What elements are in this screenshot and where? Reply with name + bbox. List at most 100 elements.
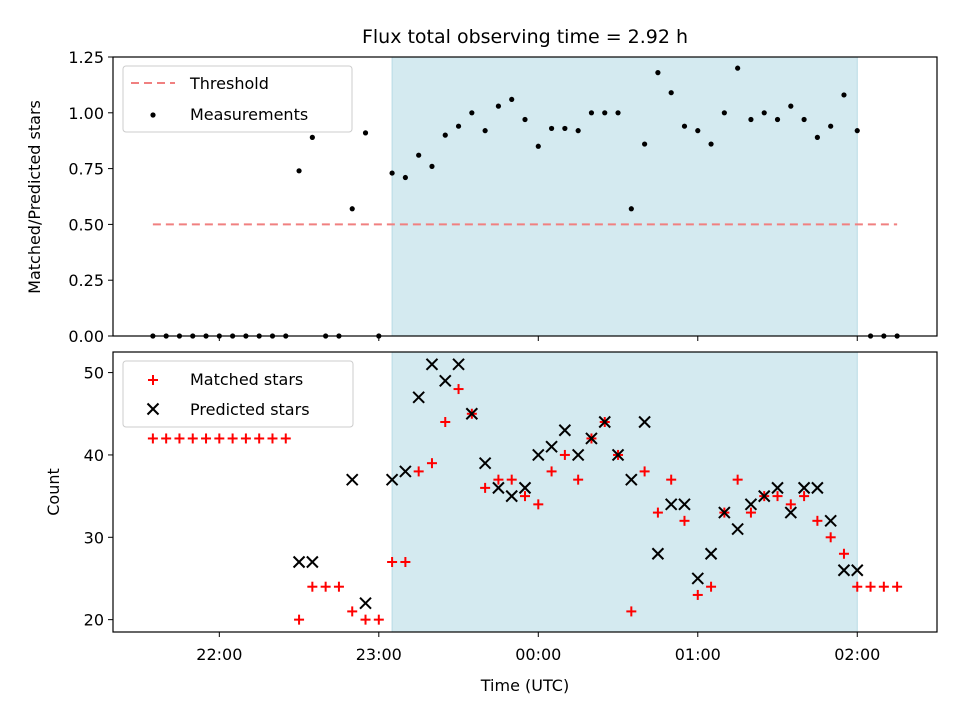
measurement-point (841, 92, 847, 98)
matched-star-point (307, 581, 318, 592)
bottom-y-axis-label: Count (44, 468, 63, 516)
matched-star-point (506, 474, 517, 485)
matched-star-point (692, 589, 703, 600)
measurement-point (828, 123, 834, 129)
matched-star-point (413, 466, 424, 477)
predicted-star-point (691, 572, 704, 585)
x-marker-b (425, 358, 439, 371)
predicted-star-point (771, 481, 784, 495)
measurement-point (469, 110, 475, 116)
predicted-star-point (731, 522, 744, 536)
x-marker-b (585, 432, 598, 445)
bottom-x-ticks: 22:00 23:00 00:00 01:00 02:00 (196, 632, 880, 664)
bottom-panel: 20 30 40 50 22:00 23:00 00:00 01:00 02:00 Count… (44, 351, 938, 695)
measurement-point (615, 110, 621, 116)
legend-matched-swatch (148, 375, 158, 385)
matched-star-point (240, 433, 251, 444)
matched-star-point (812, 515, 823, 526)
x-marker-b (638, 415, 651, 429)
predicted-star-point (465, 407, 479, 420)
x-marker-b (478, 456, 492, 470)
measurement-point (761, 110, 767, 116)
x-marker-b (771, 481, 784, 495)
x-tick-label: 01:00 (675, 645, 721, 664)
matched-star-point (227, 433, 238, 444)
measurement-point (495, 103, 502, 109)
measurement-point (362, 130, 369, 136)
matched-star-point (573, 474, 584, 485)
predicted-star-point (571, 448, 585, 462)
matched-star-point (440, 417, 451, 427)
matched-star-point (785, 499, 796, 510)
top-panel: 0.00 0.25 0.50 0.75 1.00 1.25 Matched/Predict… (25, 48, 938, 346)
measurement-point (389, 170, 395, 176)
predicted-star-point (598, 415, 611, 429)
predicted-star-point (518, 481, 532, 495)
predicted-star-point (625, 473, 638, 486)
x-tick-label: 02:00 (834, 645, 880, 664)
matched-star-point (426, 458, 437, 469)
bottom-legend: Matched stars Predicted stars (122, 360, 354, 428)
legend-x-marker (146, 402, 160, 416)
x-marker-b (545, 440, 558, 453)
legend-plus-marker (148, 375, 158, 385)
x-marker-b (346, 473, 359, 486)
x-marker-b (452, 358, 465, 371)
matched-star-point (732, 474, 743, 485)
matched-star-point (706, 581, 717, 592)
top-y-tick-label: 1.25 (68, 48, 104, 67)
matched-star-point (639, 466, 650, 477)
matched-star-point (772, 491, 783, 502)
x-marker-b (704, 547, 718, 560)
measurement-point (509, 96, 515, 103)
predicted-star-point (292, 555, 306, 569)
x-marker-b (598, 415, 611, 429)
measurement-point (668, 90, 674, 96)
predicted-star-point (811, 481, 824, 495)
predicted-star-point (638, 415, 651, 429)
measurement-point (429, 163, 435, 169)
predicted-star-point (678, 498, 691, 511)
x-marker-b (292, 555, 306, 569)
x-marker-b (731, 522, 744, 536)
chart-title: Flux total observing time = 2.92 h (362, 26, 688, 48)
x-marker-b (797, 481, 811, 495)
predicted-star-point (664, 498, 678, 511)
matched-star-point (161, 433, 172, 444)
x-marker-b (492, 481, 505, 495)
matched-star-point (626, 606, 637, 617)
legend-predicted-label: Predicted stars (190, 400, 310, 419)
measurement-point (788, 103, 794, 109)
measurement-point (309, 134, 315, 140)
top-y-tick-label: 0.50 (68, 215, 104, 234)
x-marker-b (784, 506, 798, 519)
measurement-point (575, 128, 581, 134)
x-marker-b (651, 547, 665, 560)
measurement-point (296, 168, 302, 174)
measurement-point (721, 110, 727, 116)
top-plot-frame (112, 56, 938, 337)
predicted-star-point (545, 440, 558, 453)
x-marker-b (306, 555, 319, 569)
matched-star-point (387, 557, 398, 567)
measurement-point (522, 116, 528, 123)
bottom-plot-frame (112, 351, 938, 633)
top-shaded-region (391, 56, 858, 337)
x-marker-b (439, 374, 452, 388)
matched-star-point (546, 466, 557, 477)
measurement-point (655, 70, 661, 76)
top-y-tick-label: 0.25 (68, 271, 104, 290)
measurement-point (708, 141, 714, 147)
bottom-y-tick-label: 50 (84, 364, 104, 383)
x-marker-b (824, 514, 837, 528)
predicted-star-point (585, 432, 598, 445)
measurement-point (416, 152, 422, 158)
matched-star-point (147, 433, 158, 444)
top-measurement-points (150, 65, 900, 339)
predicted-star-point (704, 547, 718, 560)
matched-star-point (825, 532, 836, 543)
predicted-star-point (744, 498, 758, 511)
predicted-star-point (425, 358, 439, 371)
matched-star-point (174, 433, 185, 444)
